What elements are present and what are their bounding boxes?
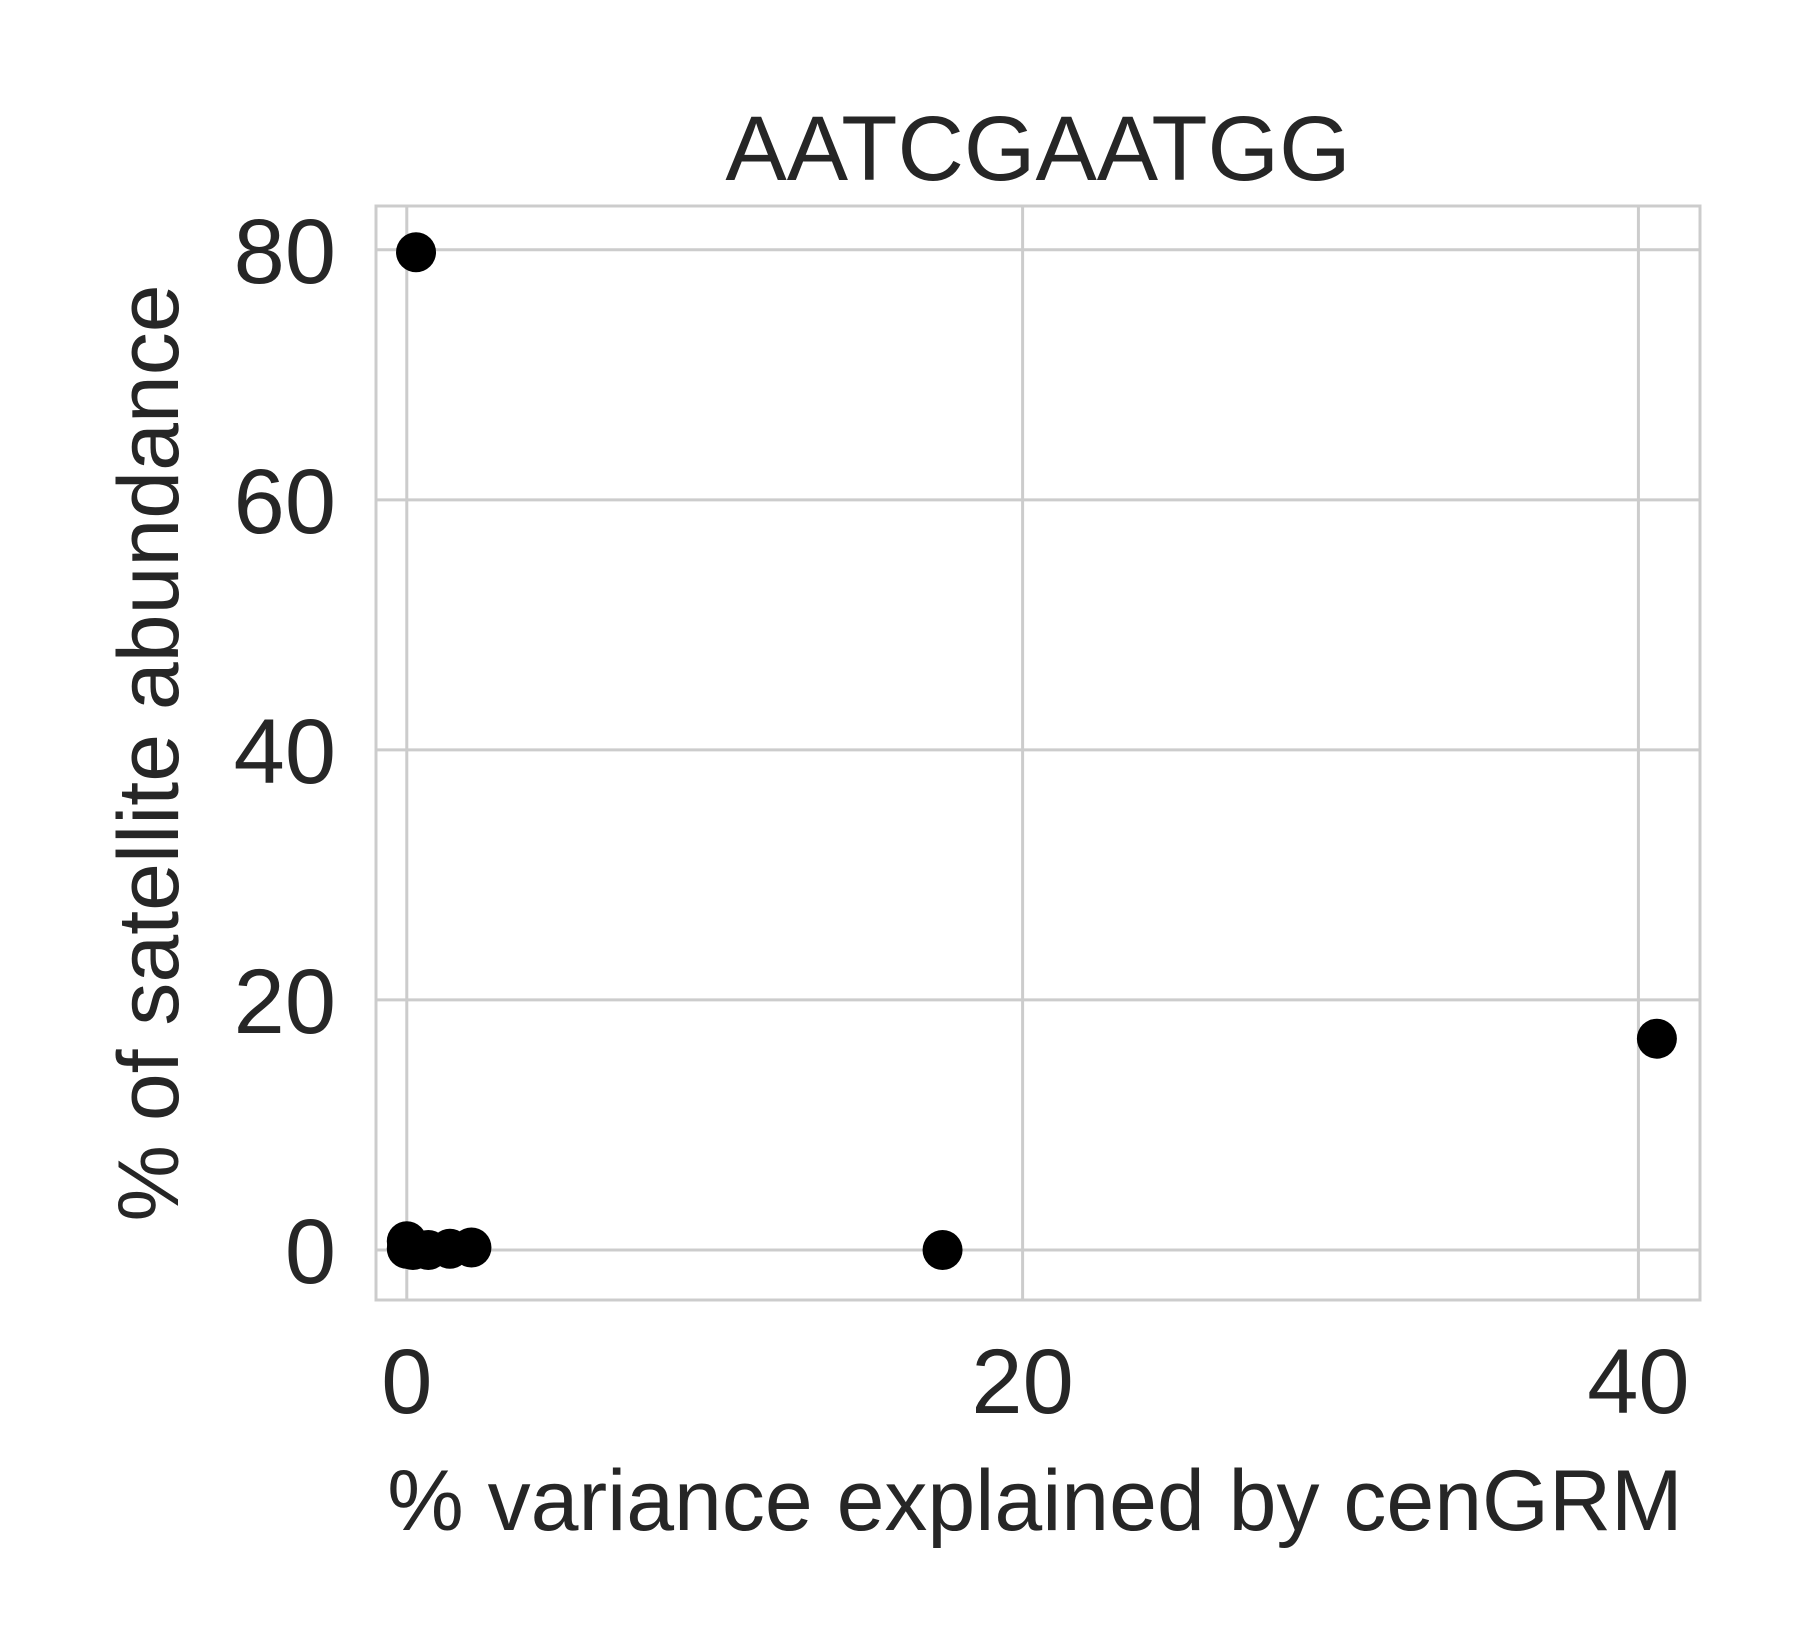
plot-frame [374, 204, 1702, 1302]
data-point [1636, 1018, 1677, 1059]
x-tick-label: 20 [971, 1331, 1073, 1433]
grid-lines [376, 206, 1700, 1300]
y-tick-label: 20 [234, 951, 336, 1053]
data-point [396, 232, 437, 273]
y-tick-labels: 0 20 40 60 80 [234, 201, 336, 1303]
x-tick-labels: 0 20 40 [381, 1331, 1689, 1433]
chart-title: AATCGAATGG [725, 98, 1350, 200]
y-tick-label: 40 [234, 701, 336, 803]
y-tick-label: 60 [234, 451, 336, 553]
y-tick-label: 80 [234, 201, 336, 303]
x-axis-label: % variance explained by cenGRM [387, 1453, 1682, 1549]
data-point [451, 1227, 492, 1268]
y-axis-label: % of satellite abundance [101, 284, 197, 1221]
x-tick-label: 0 [381, 1331, 432, 1433]
x-tick-label: 40 [1587, 1331, 1689, 1433]
data-point [922, 1229, 963, 1270]
y-tick-label: 0 [285, 1201, 336, 1303]
data-points [386, 232, 1677, 1270]
